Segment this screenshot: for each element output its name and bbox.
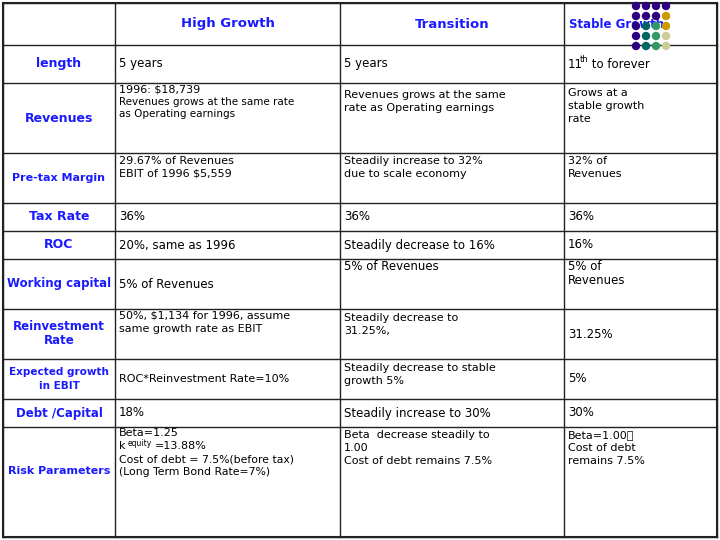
Circle shape <box>662 43 670 50</box>
Circle shape <box>642 12 649 19</box>
Text: 31.25%: 31.25% <box>568 327 613 341</box>
Text: Beta=1.00；: Beta=1.00； <box>568 430 634 440</box>
Text: 5%: 5% <box>568 373 587 386</box>
Text: 1996: $18,739: 1996: $18,739 <box>119 84 200 94</box>
Text: Beta=1.25: Beta=1.25 <box>119 428 179 438</box>
Text: Pre-tax Margin: Pre-tax Margin <box>12 173 106 183</box>
Text: (Long Term Bond Rate=7%): (Long Term Bond Rate=7%) <box>119 467 270 477</box>
Text: Revenues: Revenues <box>568 274 626 287</box>
Text: EBIT of 1996 $5,559: EBIT of 1996 $5,559 <box>119 169 232 179</box>
Text: Risk Parameters: Risk Parameters <box>8 466 110 476</box>
Circle shape <box>662 23 670 30</box>
Circle shape <box>632 3 639 10</box>
Text: Steadily increase to 30%: Steadily increase to 30% <box>344 407 491 420</box>
Circle shape <box>652 3 660 10</box>
Text: same growth rate as EBIT: same growth rate as EBIT <box>119 324 262 334</box>
Text: Cost of debt: Cost of debt <box>568 443 636 453</box>
Circle shape <box>632 23 639 30</box>
Text: Steadily decrease to: Steadily decrease to <box>344 313 458 323</box>
Text: 32% of: 32% of <box>568 156 607 166</box>
Text: 31.25%,: 31.25%, <box>344 326 390 336</box>
Circle shape <box>652 12 660 19</box>
Text: Beta  decrease steadily to: Beta decrease steadily to <box>344 430 490 440</box>
Text: 1.00: 1.00 <box>344 443 369 453</box>
Text: Stable Growth: Stable Growth <box>569 17 664 30</box>
Text: Revenues: Revenues <box>568 169 623 179</box>
Text: 5% of Revenues: 5% of Revenues <box>119 278 214 291</box>
Text: 29.67% of Revenues: 29.67% of Revenues <box>119 156 234 166</box>
Text: th: th <box>580 56 589 64</box>
Circle shape <box>662 3 670 10</box>
Text: due to scale economy: due to scale economy <box>344 169 467 179</box>
Text: Reinvestment: Reinvestment <box>13 321 105 334</box>
Circle shape <box>642 32 649 39</box>
Text: 20%, same as 1996: 20%, same as 1996 <box>119 239 235 252</box>
Circle shape <box>632 32 639 39</box>
Text: 11: 11 <box>568 57 583 71</box>
Text: 5% of: 5% of <box>568 260 601 273</box>
Text: in EBIT: in EBIT <box>39 381 79 391</box>
Text: length: length <box>37 57 81 71</box>
Text: Steadily decrease to stable: Steadily decrease to stable <box>344 363 496 373</box>
Text: Grows at a: Grows at a <box>568 88 628 98</box>
Text: Revenues grows at the same rate: Revenues grows at the same rate <box>119 97 294 107</box>
Circle shape <box>642 3 649 10</box>
Circle shape <box>642 43 649 50</box>
Text: Expected growth: Expected growth <box>9 367 109 377</box>
Circle shape <box>662 32 670 39</box>
Text: Cost of debt remains 7.5%: Cost of debt remains 7.5% <box>344 456 492 466</box>
Circle shape <box>652 43 660 50</box>
Text: High Growth: High Growth <box>181 17 274 30</box>
Text: =13.88%: =13.88% <box>155 441 207 451</box>
Text: rate: rate <box>568 114 590 124</box>
Text: rate as Operating earnings: rate as Operating earnings <box>344 103 494 113</box>
Circle shape <box>642 23 649 30</box>
Circle shape <box>652 23 660 30</box>
Text: stable growth: stable growth <box>568 101 644 111</box>
Text: ROC: ROC <box>45 239 73 252</box>
Text: 36%: 36% <box>344 211 370 224</box>
Text: Revenues grows at the same: Revenues grows at the same <box>344 90 505 100</box>
Text: Steadily increase to 32%: Steadily increase to 32% <box>344 156 482 166</box>
Text: 36%: 36% <box>119 211 145 224</box>
Text: Transition: Transition <box>415 17 490 30</box>
Text: 18%: 18% <box>119 407 145 420</box>
Text: ROC*Reinvestment Rate=10%: ROC*Reinvestment Rate=10% <box>119 374 289 384</box>
Text: Debt /Capital: Debt /Capital <box>16 407 102 420</box>
Text: growth 5%: growth 5% <box>344 376 404 386</box>
Text: Cost of debt = 7.5%(before tax): Cost of debt = 7.5%(before tax) <box>119 454 294 464</box>
Text: as Operating earnings: as Operating earnings <box>119 109 235 119</box>
Text: Rate: Rate <box>44 334 74 348</box>
Text: 5 years: 5 years <box>119 57 163 71</box>
Circle shape <box>632 43 639 50</box>
Text: 5% of Revenues: 5% of Revenues <box>344 260 438 273</box>
Text: Tax Rate: Tax Rate <box>29 211 89 224</box>
Text: to forever: to forever <box>588 57 650 71</box>
Text: 30%: 30% <box>568 407 594 420</box>
Text: 36%: 36% <box>568 211 594 224</box>
Text: k: k <box>119 441 125 451</box>
Text: Revenues: Revenues <box>24 111 93 125</box>
Circle shape <box>662 12 670 19</box>
Text: equity: equity <box>128 440 152 449</box>
Text: remains 7.5%: remains 7.5% <box>568 456 645 466</box>
Text: Steadily decrease to 16%: Steadily decrease to 16% <box>344 239 495 252</box>
Text: Working capital: Working capital <box>7 278 111 291</box>
Text: 50%, $1,134 for 1996, assume: 50%, $1,134 for 1996, assume <box>119 311 290 321</box>
Circle shape <box>632 12 639 19</box>
Circle shape <box>652 32 660 39</box>
Text: 5 years: 5 years <box>344 57 388 71</box>
Text: 16%: 16% <box>568 239 594 252</box>
